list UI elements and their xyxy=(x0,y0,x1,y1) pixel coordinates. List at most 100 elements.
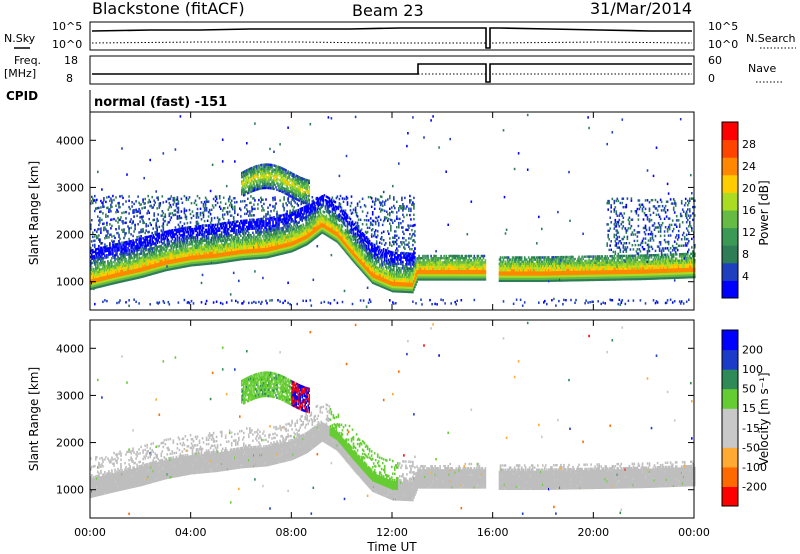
range-gate-cell xyxy=(237,235,239,238)
range-gate-cell xyxy=(297,238,300,242)
range-gate-cell xyxy=(248,238,250,241)
range-gate-cell xyxy=(190,253,193,256)
range-gate-cell xyxy=(169,248,172,252)
range-gate-cell xyxy=(108,262,110,265)
range-gate-cell xyxy=(264,256,266,259)
range-gate-cell xyxy=(104,250,106,253)
range-gate-cell xyxy=(251,238,253,241)
range-gate-cell xyxy=(190,230,193,233)
range-gate-cell xyxy=(127,270,129,273)
range-gate-cell xyxy=(246,249,248,252)
range-gate-cell xyxy=(186,235,189,238)
range-gate-cell xyxy=(286,212,288,216)
range-gate-cell xyxy=(220,258,223,262)
range-gate-cell xyxy=(189,251,192,254)
range-gate-cell xyxy=(201,237,204,240)
range-gate-cell xyxy=(116,277,118,280)
range-gate-cell xyxy=(172,256,175,260)
range-gate-cell xyxy=(235,224,237,228)
range-gate-cell xyxy=(122,256,124,260)
range-gate-cell xyxy=(177,202,180,205)
range-gate-cell xyxy=(165,260,168,263)
range-gate-cell xyxy=(267,240,269,244)
range-gate-cell xyxy=(179,261,182,265)
range-gate-cell xyxy=(131,252,133,255)
range-gate-cell xyxy=(354,115,357,119)
range-gate-cell xyxy=(193,240,196,243)
range-gate-cell xyxy=(210,255,213,259)
range-gate-cell xyxy=(100,263,102,267)
range-gate-cell xyxy=(95,248,97,251)
range-gate-cell xyxy=(274,249,276,253)
range-gate-cell xyxy=(158,245,161,248)
range-gate-cell xyxy=(295,248,298,251)
range-gate-cell xyxy=(114,273,116,276)
range-gate-cell xyxy=(266,249,268,253)
range-gate-cell xyxy=(213,247,216,250)
range-gate-cell xyxy=(344,224,347,228)
range-gate-cell xyxy=(294,216,297,220)
range-gate-cell xyxy=(126,240,128,244)
range-gate-cell xyxy=(222,256,225,259)
range-gate-cell xyxy=(123,230,125,233)
range-gate-cell xyxy=(119,253,121,256)
range-gate-cell xyxy=(102,259,104,262)
range-gate-cell xyxy=(118,274,120,277)
range-gate-cell xyxy=(189,221,192,224)
range-gate-cell xyxy=(95,271,97,274)
range-gate-cell xyxy=(284,299,286,303)
range-gate-cell xyxy=(228,244,231,248)
range-gate-cell xyxy=(111,218,113,221)
range-gate-cell xyxy=(96,277,98,281)
range-gate-cell xyxy=(100,255,102,258)
range-gate-cell xyxy=(216,246,219,250)
range-gate-cell xyxy=(100,231,102,235)
range-gate-cell xyxy=(110,278,112,281)
range-gate-cell xyxy=(213,240,216,244)
range-gate-cell xyxy=(147,269,150,273)
range-gate-cell xyxy=(197,216,200,219)
range-gate-cell xyxy=(209,189,212,193)
range-gate-cell xyxy=(349,235,352,238)
range-gate-cell xyxy=(269,255,271,258)
range-gate-cell xyxy=(177,249,180,252)
range-gate-cell xyxy=(182,238,185,241)
range-gate-cell xyxy=(215,261,218,265)
range-gate-cell xyxy=(219,252,222,256)
range-gate-cell xyxy=(272,229,274,232)
range-gate-cell xyxy=(232,220,235,224)
range-gate-cell xyxy=(103,252,105,256)
range-gate-cell xyxy=(94,239,96,242)
range-gate-cell xyxy=(129,269,131,273)
range-gate-cell xyxy=(293,206,295,209)
range-gate-cell xyxy=(290,237,292,240)
range-gate-cell xyxy=(284,234,286,238)
range-gate-cell xyxy=(212,240,215,244)
range-gate-cell xyxy=(236,200,238,204)
range-gate-cell xyxy=(160,238,163,241)
range-gate-cell xyxy=(162,242,165,245)
range-gate-cell xyxy=(121,265,123,268)
range-gate-cell xyxy=(189,255,192,259)
range-gate-cell xyxy=(183,239,186,243)
range-gate-cell xyxy=(195,257,198,260)
range-gate-cell xyxy=(212,223,215,227)
range-gate-cell xyxy=(260,250,262,253)
range-gate-cell xyxy=(221,245,224,249)
range-gate-cell xyxy=(129,242,131,245)
range-gate-cell xyxy=(101,284,103,288)
range-gate-cell xyxy=(148,273,151,277)
range-gate-cell xyxy=(268,221,270,225)
range-gate-cell xyxy=(205,249,208,253)
range-gate-cell xyxy=(135,260,137,263)
range-gate-cell xyxy=(166,236,169,240)
range-gate-cell xyxy=(226,255,229,259)
range-gate-cell xyxy=(97,277,99,280)
range-gate-cell xyxy=(139,246,141,249)
range-gate-cell xyxy=(107,255,109,259)
range-gate-cell xyxy=(189,257,192,261)
range-gate-cell xyxy=(195,242,198,245)
range-gate-cell xyxy=(180,253,183,256)
range-gate-cell xyxy=(294,218,297,222)
range-gate-cell xyxy=(197,242,200,245)
